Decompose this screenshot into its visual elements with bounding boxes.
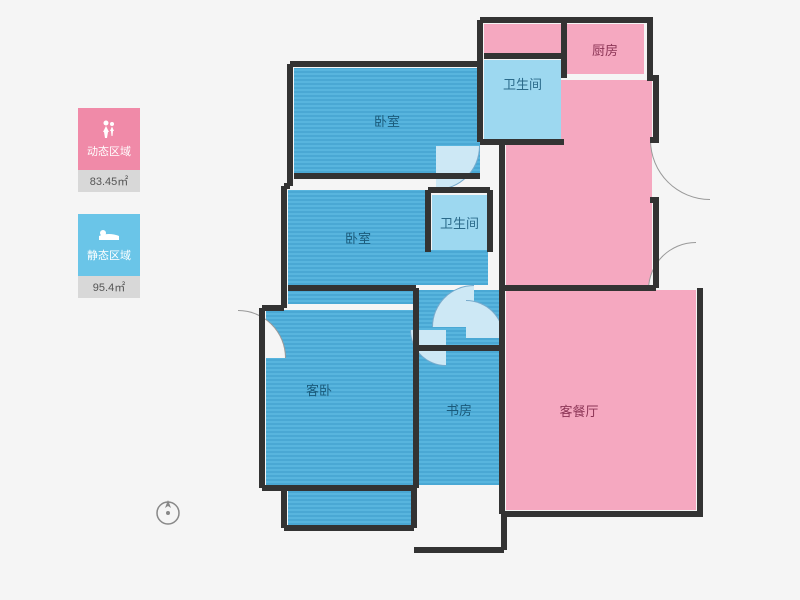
door-arc-6 — [436, 146, 480, 190]
room-kitchen-label: 厨房 — [592, 40, 618, 59]
legend-static-box: 静态区域 — [78, 214, 140, 276]
room-living-label: 客餐厅 — [559, 401, 598, 420]
compass-icon — [153, 498, 183, 528]
sleep-icon — [97, 227, 121, 243]
room-bedroom2-ext — [428, 250, 488, 285]
room-corridor2 — [288, 290, 416, 304]
legend-dynamic: 动态区域 83.45㎡ — [78, 108, 140, 192]
legend-dynamic-box: 动态区域 — [78, 108, 140, 170]
door-arc-1 — [650, 140, 710, 200]
room-guest-label: 客卧 — [306, 380, 332, 399]
legend-static: 静态区域 95.4㎡ — [78, 214, 140, 298]
legend-dynamic-label: 动态区域 — [87, 143, 131, 159]
door-arc-5 — [410, 330, 446, 366]
room-bedroom2-label: 卧室 — [345, 228, 371, 247]
room-living: 客餐厅 — [506, 80, 652, 510]
room-bath1: 卫生间 — [484, 60, 561, 140]
room-kitchen: 厨房 — [566, 24, 644, 74]
floorplan: 客餐厅 厨房 卫生间 卧室 卧室 卫生间 客卧 书房 — [240, 10, 760, 590]
room-guest-ext — [288, 485, 414, 525]
legend-static-value: 95.4㎡ — [78, 276, 140, 298]
room-bedroom1-label: 卧室 — [374, 111, 400, 130]
room-bath2: 卫生间 — [432, 195, 487, 250]
room-bedroom2: 卧室 — [288, 190, 428, 285]
legend-static-label: 静态区域 — [87, 247, 131, 263]
room-living-ext — [652, 290, 696, 510]
people-icon — [98, 119, 120, 139]
room-bath2-label: 卫生间 — [440, 213, 479, 232]
room-kitchen-ext — [484, 24, 562, 58]
room-study: 书房 — [418, 350, 500, 485]
room-bath1-label: 卫生间 — [503, 74, 542, 93]
legend-panel: 动态区域 83.45㎡ 静态区域 95.4㎡ — [78, 108, 140, 320]
door-arc-7 — [648, 242, 696, 290]
legend-dynamic-value: 83.45㎡ — [78, 170, 140, 192]
room-guest: 客卧 — [266, 310, 414, 485]
room-study-label: 书房 — [446, 400, 472, 419]
